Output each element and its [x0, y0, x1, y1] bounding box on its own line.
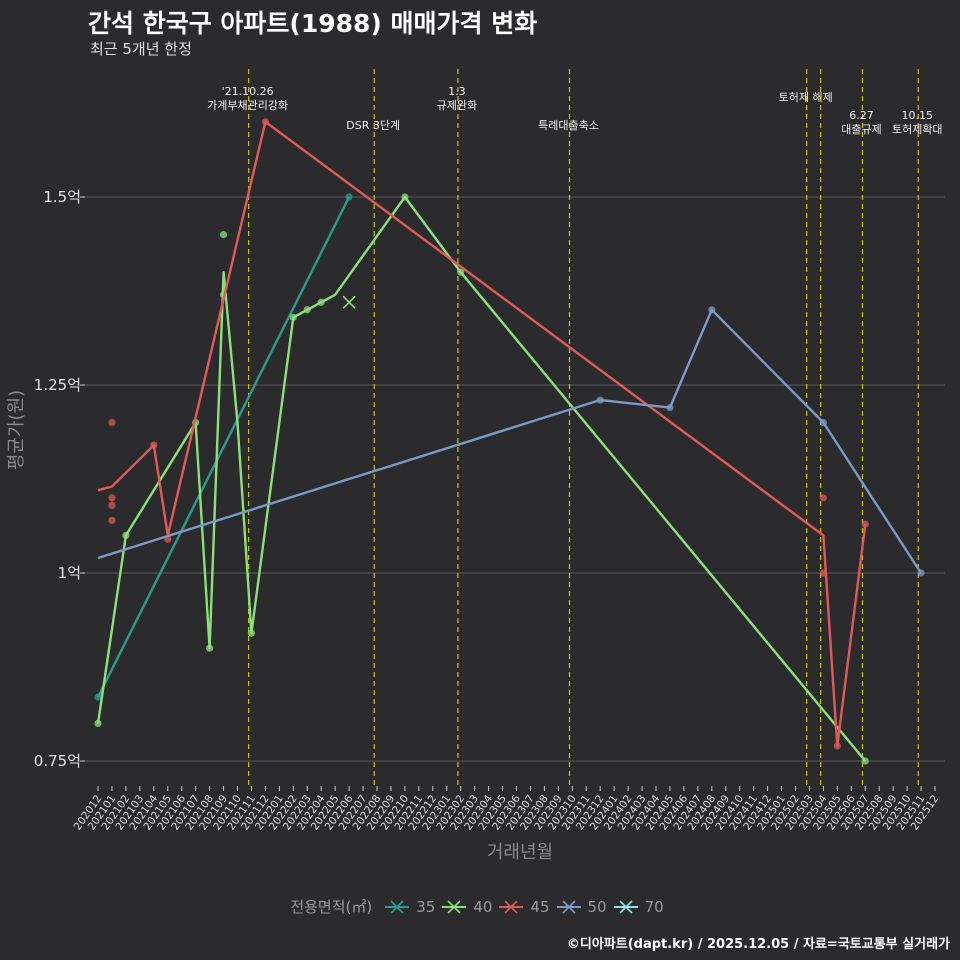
- legend-item-50: 50: [556, 898, 607, 916]
- event-label: 규제완화: [437, 99, 477, 112]
- data-point-40: [94, 719, 102, 728]
- legend-label: 50: [587, 897, 607, 916]
- event-label: 1.3: [448, 85, 466, 98]
- y-tick-label: 1.25억: [34, 376, 81, 394]
- data-point-45: [108, 419, 116, 427]
- data-point-40: [219, 231, 228, 239]
- y-tick-label: 1.5억: [43, 188, 81, 206]
- data-point-40: [289, 313, 297, 321]
- series-line-40: [96, 195, 867, 762]
- cross-marker-40: [342, 295, 356, 309]
- series-group: [94, 118, 925, 765]
- event-label: 특례대출축소: [538, 119, 599, 132]
- legend-title: 전용면적(㎡): [290, 898, 373, 916]
- event-label: 토허제확대: [892, 123, 943, 136]
- y-axis-label: 평균가(원): [6, 390, 27, 470]
- data-point-40: [457, 268, 465, 276]
- grid-lines: [85, 196, 945, 762]
- data-point-40: [206, 644, 214, 652]
- legend-label: 35: [416, 897, 436, 916]
- legend-label: 40: [473, 897, 493, 916]
- legend-item-40: 40: [441, 898, 492, 916]
- data-point-45: [108, 516, 116, 524]
- data-point-45: [833, 742, 841, 750]
- data-point-45: [108, 501, 116, 509]
- x-axis-label: 거래년월: [487, 842, 553, 863]
- event-label: 6.27: [849, 109, 874, 122]
- legend-key-icon: [442, 899, 467, 914]
- y-tick-label: 0.75억: [34, 752, 81, 770]
- event-label: 가계부채관리강화: [207, 99, 288, 112]
- data-point-40: [122, 531, 130, 540]
- data-point-40: [303, 306, 311, 314]
- series-line-35: [96, 196, 351, 698]
- footer-credit: ©디아파트(dapt.kr) / 2025.12.05 / 자료=국토교통부 실…: [566, 937, 950, 952]
- data-point-40: [247, 629, 256, 637]
- event-label: 토허제 해제: [779, 90, 833, 104]
- data-point-40: [401, 193, 409, 201]
- chart-title: 간석 한국구 아파트(1988) 매매가격 변화: [88, 9, 538, 38]
- data-point-40: [861, 757, 869, 765]
- legend-label: 45: [530, 897, 550, 916]
- data-point-45: [261, 118, 269, 126]
- event-label: 10.15: [902, 109, 934, 122]
- legend-key-icon: [385, 899, 410, 914]
- legend-key-icon: [613, 899, 638, 914]
- data-point-45: [150, 441, 158, 449]
- legend-item-35: 35: [384, 898, 435, 916]
- y-tick-label: 1억: [58, 564, 81, 582]
- data-point-45: [108, 494, 116, 502]
- series-line-45: [97, 120, 867, 748]
- data-point-40: [317, 298, 325, 306]
- data-point-45: [819, 494, 828, 502]
- data-point-35: [94, 693, 102, 701]
- series-line-50: [97, 308, 923, 574]
- legend-key-icon: [499, 899, 524, 914]
- event-label: DSR 3단계: [346, 119, 400, 132]
- legend: 전용면적(㎡) 35 40 45 50 70: [0, 896, 960, 917]
- data-point-50: [917, 569, 925, 577]
- chart-subtitle: 최근 5개년 한정: [90, 40, 192, 58]
- event-label: '21.10.26: [222, 85, 274, 98]
- data-point-50: [596, 396, 604, 404]
- x-axis: 2020122021012021022021032021042021052021…: [72, 786, 941, 863]
- legend-key-icon: [556, 899, 581, 914]
- data-point-45: [819, 569, 828, 577]
- data-point-50: [708, 306, 716, 314]
- data-point-50: [819, 419, 828, 427]
- data-point-45: [861, 520, 869, 528]
- legend-item-45: 45: [498, 897, 550, 916]
- legend-item-70: 70: [613, 898, 664, 916]
- legend-label: 70: [644, 897, 664, 916]
- data-point-35: [345, 193, 353, 201]
- event-label: 대출규제: [841, 123, 881, 136]
- data-point-50: [666, 403, 674, 412]
